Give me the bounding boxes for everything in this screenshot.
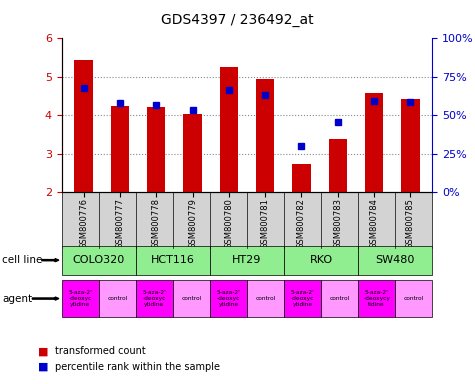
Bar [75,60,93,192]
Bar [329,139,347,192]
Text: transformed count: transformed count [55,346,145,356]
Text: 5-aza-2'
-deoxycy
tidine: 5-aza-2' -deoxycy tidine [363,290,390,307]
Bar [293,164,311,192]
Text: control: control [404,296,424,301]
Bar [256,79,274,192]
Text: GDS4397 / 236492_at: GDS4397 / 236492_at [161,13,314,27]
Bar [220,67,238,192]
Text: control: control [256,296,276,301]
Text: 5-aza-2'
-deoxyc
ytidine: 5-aza-2' -deoxyc ytidine [68,290,92,307]
Text: ■: ■ [38,362,48,372]
Text: HT29: HT29 [232,255,262,265]
Text: ■: ■ [38,346,48,356]
Text: 5-aza-2'
-deoxyc
ytidine: 5-aza-2' -deoxyc ytidine [217,290,240,307]
Text: cell line: cell line [2,255,43,265]
Text: agent: agent [2,293,32,304]
Text: 5-aza-2'
-deoxyc
ytidine: 5-aza-2' -deoxyc ytidine [291,290,314,307]
Bar [147,107,165,192]
Text: control: control [181,296,201,301]
Text: control: control [330,296,350,301]
Text: HCT116: HCT116 [151,255,195,265]
Text: SW480: SW480 [376,255,415,265]
Bar [401,99,419,192]
Text: percentile rank within the sample: percentile rank within the sample [55,362,219,372]
Bar [365,93,383,192]
Text: RKO: RKO [310,255,332,265]
Text: COLO320: COLO320 [73,255,125,265]
Text: control: control [107,296,127,301]
Bar [111,106,129,192]
Bar [183,114,201,192]
Text: 5-aza-2'
-deoxyc
ytidine: 5-aza-2' -deoxyc ytidine [142,290,166,307]
